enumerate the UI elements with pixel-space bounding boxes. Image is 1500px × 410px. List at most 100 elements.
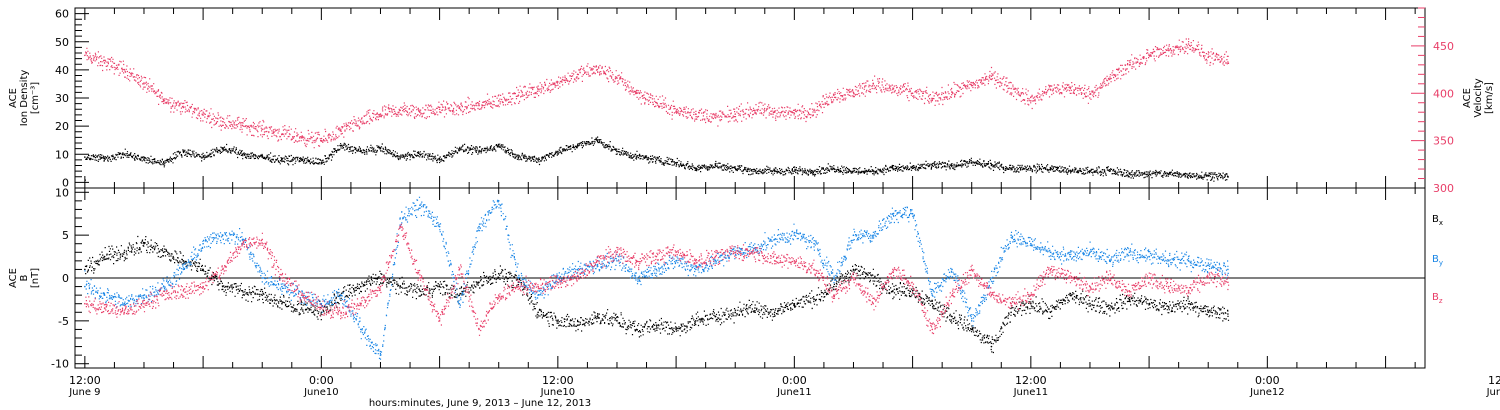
- bx-point: [754, 307, 756, 309]
- date-tick-label: June12: [1486, 387, 1500, 398]
- b-tick-label: 5: [62, 229, 69, 242]
- by-point: [399, 217, 401, 219]
- bx-point: [241, 290, 244, 292]
- by-point: [714, 260, 717, 262]
- by-point: [419, 204, 421, 206]
- density-point: [635, 156, 638, 158]
- velocity-point: [478, 104, 480, 107]
- by-point: [635, 277, 638, 279]
- density-point: [813, 170, 815, 172]
- by-point: [1030, 242, 1032, 245]
- bx-point: [695, 320, 697, 322]
- bz-point: [419, 277, 421, 279]
- top-panel-frame: [74, 7, 1426, 189]
- bx-point: [1128, 298, 1131, 301]
- density-point: [714, 164, 717, 167]
- bz-point: [1030, 294, 1032, 296]
- bx-point: [1207, 311, 1210, 314]
- density-point: [281, 159, 283, 161]
- by-point: [892, 212, 894, 215]
- bx-point: [458, 294, 461, 296]
- velocity-point: [222, 120, 224, 123]
- time-tick-label: 12:00: [1488, 374, 1500, 387]
- velocity-point: [1128, 64, 1131, 66]
- density-axis-label: ACE Ion Density [cm⁻³]: [8, 70, 41, 127]
- bz-point: [793, 260, 796, 262]
- velocity-point: [714, 117, 717, 119]
- by-point: [458, 302, 461, 305]
- by-point: [773, 238, 776, 241]
- bx-point: [773, 311, 776, 314]
- density-tick-label: 20: [55, 120, 69, 133]
- velocity-point: [695, 113, 697, 115]
- density-point: [931, 164, 934, 167]
- density-point: [537, 159, 539, 161]
- date-tick-label: June11: [776, 387, 812, 398]
- density-point: [478, 150, 480, 153]
- time-axis-caption: hours:minutes, June 9, 2013 – June 12, 2…: [369, 398, 591, 409]
- bz-point: [872, 302, 874, 305]
- by-point: [675, 260, 677, 262]
- bz-point: [714, 255, 717, 258]
- b-component-legend: Bx By Bz: [1432, 214, 1443, 305]
- by-point: [261, 277, 264, 279]
- bz-point: [970, 268, 973, 271]
- density-point: [202, 156, 204, 158]
- bx-point: [281, 302, 283, 305]
- bz-point: [1069, 277, 1072, 279]
- density-point: [182, 150, 185, 153]
- bz-point: [675, 251, 677, 254]
- density-point: [84, 156, 86, 158]
- by-point: [951, 268, 953, 271]
- velocity-point: [162, 99, 165, 101]
- bx-point: [1010, 311, 1012, 314]
- density-point: [990, 164, 993, 167]
- density-point: [497, 145, 500, 147]
- by-point: [1187, 260, 1190, 262]
- bz-point: [182, 290, 185, 292]
- density-point: [1089, 170, 1091, 172]
- bx-point: [182, 260, 185, 262]
- by-point: [576, 268, 579, 271]
- legend-bz: Bz: [1432, 292, 1443, 305]
- bz-point: [911, 285, 914, 288]
- by-point: [1089, 251, 1091, 254]
- bx-point: [162, 251, 165, 254]
- by-point: [1010, 234, 1012, 236]
- bx-point: [970, 328, 973, 331]
- bz-point: [359, 302, 362, 305]
- by-point: [557, 277, 559, 279]
- by-point: [537, 294, 539, 296]
- density-point: [123, 153, 126, 156]
- density-point: [1187, 174, 1190, 177]
- density-tick-label: 50: [55, 36, 69, 49]
- bx-point: [793, 302, 796, 305]
- bz-point: [832, 294, 835, 296]
- velocity-point: [399, 109, 401, 112]
- by-point: [438, 225, 441, 228]
- velocity-point: [1227, 61, 1229, 63]
- density-point: [616, 150, 618, 153]
- bx-point: [557, 320, 559, 322]
- bz-point: [399, 225, 401, 228]
- bz-point: [635, 260, 638, 262]
- time-tick-label: 12:00: [542, 374, 574, 387]
- bx-point: [1069, 294, 1072, 296]
- by-point: [1207, 264, 1210, 266]
- density-point: [359, 150, 362, 153]
- velocity-point: [202, 114, 204, 116]
- bz-point: [537, 285, 539, 288]
- bx-point: [261, 294, 264, 296]
- density-point: [379, 147, 382, 150]
- b-axis-ticks: -10 -5 0 5 10: [51, 186, 89, 371]
- by-point: [911, 212, 914, 215]
- velocity-point: [813, 109, 815, 112]
- velocity-point: [281, 133, 283, 135]
- velocity-point: [103, 62, 106, 64]
- velocity-point: [1108, 78, 1111, 80]
- bz-series: [85, 223, 1230, 336]
- velocity-point: [557, 81, 559, 83]
- date-tick-label: June10: [540, 387, 576, 398]
- density-point: [340, 145, 342, 147]
